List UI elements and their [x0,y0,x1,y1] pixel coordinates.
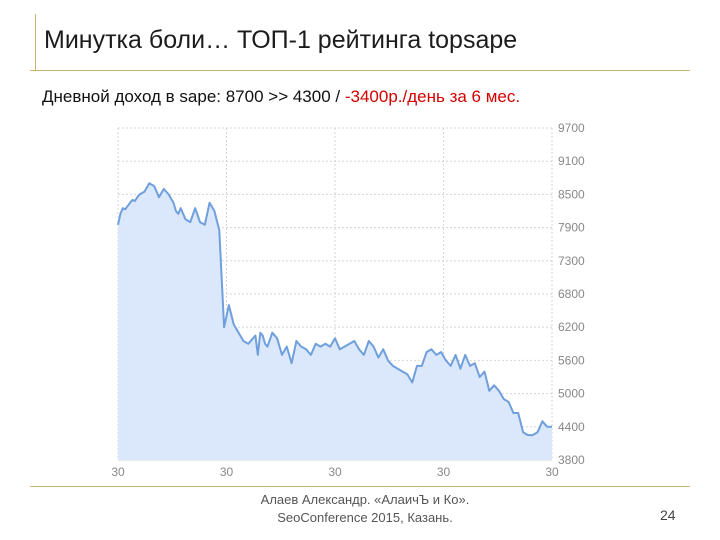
y-tick-label: 9100 [558,154,585,168]
x-tick-label: 30 [111,465,125,479]
y-tick-label: 5000 [558,387,585,401]
slide-title: Минутка боли… ТОП-1 рейтинга topsape [44,26,518,54]
y-tick-label: 3800 [558,453,585,467]
footer-event: SeoConference 2015, Казань. [277,510,453,525]
x-tick-label: 30 [220,465,234,479]
title-frame-horizontal [30,70,690,71]
y-tick-label: 8500 [558,187,585,201]
footer-divider [30,486,690,487]
y-tick-label: 7300 [558,254,585,268]
x-tick-label: 30 [328,465,342,479]
y-tick-label: 9700 [558,121,585,135]
y-tick-label: 6200 [558,320,585,334]
y-tick-label: 7900 [558,221,585,235]
footer-text: Алаев Александр. «АлаичЪ и Ко». SeoConfe… [210,491,520,527]
income-line [117,182,552,437]
x-tick-label: 30 [545,465,559,479]
y-axis-ticks: 9700 9100 8500 7900 7300 6800 6200 5600 5000 4400… [558,121,585,467]
y-tick-label: 4400 [558,420,585,434]
slide-subtitle: Дневной доход в sape: 8700 >> 4300 / -34… [42,87,520,107]
income-area [118,183,552,461]
subtitle-red: -3400р./день за 6 мес. [344,87,521,106]
footer-author: Алаев Александр. «АлаичЪ и Ко». [260,492,470,507]
title-frame-vertical [35,14,36,70]
y-tick-label: 6800 [558,287,585,301]
x-axis-ticks: 30 30 30 30 30 [111,465,559,479]
subtitle-main: Дневной доход в sape: 8700 >> 4300 / [42,87,345,106]
x-tick-label: 30 [437,465,451,479]
page-number: 24 [660,507,676,523]
y-tick-label: 5600 [558,353,585,367]
